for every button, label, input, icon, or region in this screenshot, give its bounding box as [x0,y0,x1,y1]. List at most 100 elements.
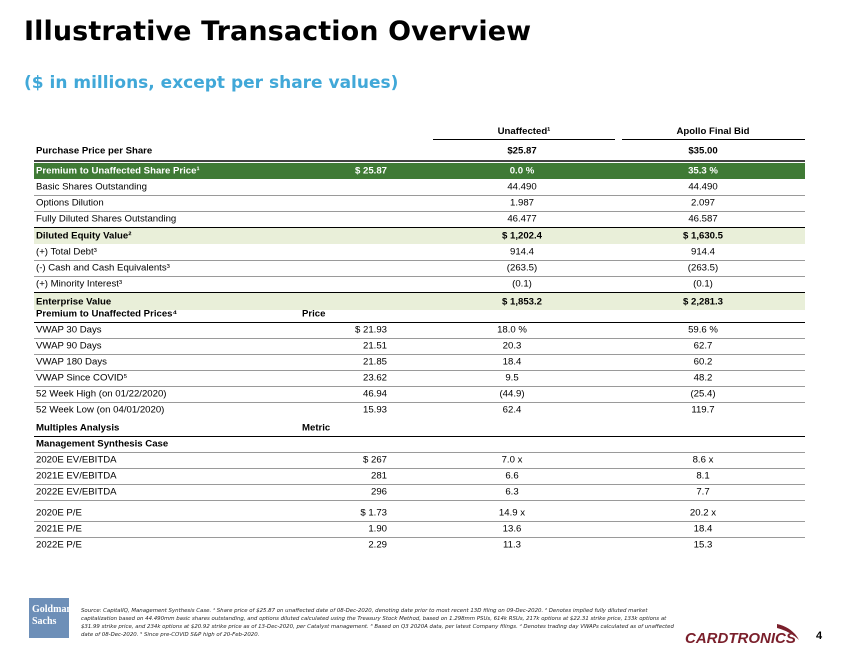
row-label: (-) Cash and Cash Equivalents³ [36,262,170,274]
unaffected-value: (263.5) [506,262,538,274]
cardtronics-logo: CARDTRONICS [685,624,799,647]
unaffected-value: 11.3 [503,539,521,551]
apollo-value: 914.4 [690,246,715,258]
metric-value: 281 [370,470,387,482]
unaffected-value: 46.477 [507,213,537,225]
section-heading: Multiples Analysis [36,422,120,434]
table-row: 2020E P/E $ 1.73 14.9 x 20.2 x [34,505,805,522]
section-divider [34,160,805,162]
unaffected-value: 14.9 x [498,507,526,519]
page-title: Illustrative Transaction Overview [24,16,532,47]
apollo-value: 8.1 [696,470,710,482]
apollo-value: (25.4) [690,388,716,400]
table-row: 2021E EV/EBITDA 281 6.6 8.1 [34,468,805,485]
unaffected-value: 7.0 x [501,454,523,466]
table-row: VWAP 30 Days $ 21.93 18.0 % 59.6 % [34,322,805,339]
row-label: Basic Shares Outstanding [36,181,147,193]
apollo-value: 44.490 [688,181,718,193]
column-header-rule [433,139,615,140]
table-row: 52 Week Low (on 04/01/2020) 15.93 62.4 119.… [34,402,805,418]
row-label: 2020E P/E [36,507,82,519]
apollo-value: 8.6 x [692,454,714,466]
apollo-value: 7.7 [696,486,710,498]
enterprise-value-row: Enterprise Value $ 1,853.2 $ 2,281.3 [34,292,805,310]
unaffected-value: 20.3 [502,340,522,352]
apollo-value: (263.5) [687,262,719,274]
unaffected-value: $ 1,202.4 [501,230,542,242]
unaffected-value: (44.9) [499,388,525,400]
source-footnote: Source: CapitalIQ, Management Synthesis … [81,608,674,638]
apollo-value: 119.7 [691,404,715,416]
apollo-value: $35.00 [688,145,718,157]
metric-value: $ 267 [362,454,387,466]
row-label: Enterprise Value [36,296,112,307]
row-label: (+) Minority Interest³ [36,278,123,290]
basic-shares-row: Basic Shares Outstanding 44.490 44.490 [34,179,805,196]
apollo-value: 15.3 [693,539,713,551]
unaffected-value: 18.4 [502,356,522,368]
row-label: (+) Total Debt³ [36,246,97,258]
page-subtitle: ($ in millions, except per share values) [24,73,399,93]
row-label: Purchase Price per Share [36,145,153,157]
apollo-value: 62.7 [693,340,713,352]
table-row: 52 Week High (on 01/22/2020) 46.94 (44.9) (… [34,386,805,403]
apollo-value: 48.2 [693,372,713,384]
row-label: VWAP Since COVID⁵ [36,372,128,384]
row-label: Fully Diluted Shares Outstanding [36,213,177,225]
apollo-value: $ 2,281.3 [682,296,723,307]
metric-value: 296 [370,486,387,498]
unaffected-value: 914.4 [509,246,534,258]
price-value: 15.93 [362,404,387,416]
goldman-sachs-logo: Goldman Sachs [29,598,72,638]
unaffected-value: 0.0 % [509,165,535,177]
apollo-value: 59.6 % [688,324,718,336]
cardtronics-swoosh-icon [777,624,799,640]
unaffected-value: 44.490 [507,181,537,193]
row-label: 2021E EV/EBITDA [36,470,117,482]
brand-wordmark: CARDTRONICS [685,630,796,647]
minority-interest-row: (+) Minority Interest³ (0.1) (0.1) [34,276,805,292]
unaffected-value: 9.5 [505,372,519,384]
price-value: 46.94 [362,388,387,400]
unaffected-value: 6.3 [505,486,519,498]
row-label: VWAP 30 Days [36,324,102,336]
section-divider [34,500,805,501]
multiples-header-row: Multiples Analysis Metric [34,420,805,437]
apollo-value: 35.3 % [688,165,718,177]
unaffected-value: 18.0 % [497,324,527,336]
metric-value: 1.90 [368,523,387,535]
section-heading: Premium to Unaffected Prices⁴ [36,308,178,320]
column-header-rule [622,139,805,140]
price-value: $ 21.93 [354,324,387,336]
unaffected-value: $25.87 [507,145,537,157]
price-value: 23.62 [362,372,387,384]
unaffected-value: 13.6 [502,523,522,535]
apollo-value: 2.097 [690,197,715,209]
row-label: VWAP 90 Days [36,340,102,352]
row-label: Options Dilution [36,197,104,209]
unaffected-value: 6.6 [505,470,519,482]
price-column-heading: Price [302,308,326,320]
metric-value: 2.29 [368,539,387,551]
table-row: VWAP Since COVID⁵ 23.62 9.5 48.2 [34,370,805,387]
table-row: 2020E EV/EBITDA $ 267 7.0 x 8.6 x [34,452,805,469]
row-label: Premium to Unaffected Share Price¹ [36,165,200,177]
table-row: 2022E EV/EBITDA 296 6.3 7.7 [34,484,805,500]
premiums-header-row: Premium to Unaffected Prices⁴ Price [34,306,805,323]
row-label: Diluted Equity Value² [36,230,132,242]
unaffected-value: 62.4 [502,404,522,416]
diluted-equity-row: Diluted Equity Value² $ 1,202.4 $ 1,630.… [34,227,805,244]
row-label: 52 Week High (on 01/22/2020) [36,388,167,400]
row-label: 2020E EV/EBITDA [36,454,117,466]
apollo-value: 60.2 [693,356,713,368]
total-debt-row: (+) Total Debt³ 914.4 914.4 [34,244,805,261]
options-dilution-row: Options Dilution 1.987 2.097 [34,195,805,212]
metric-column-heading: Metric [302,422,331,434]
column-header-unaffected: Unaffected¹ [497,126,551,137]
apollo-value: $ 1,630.5 [682,230,723,242]
table-row: 2021E P/E 1.90 13.6 18.4 [34,521,805,538]
row-label: 2022E EV/EBITDA [36,486,117,498]
apollo-value: 18.4 [693,523,713,535]
table-row: VWAP 90 Days 21.51 20.3 62.7 [34,338,805,355]
table-row: VWAP 180 Days 21.85 18.4 60.2 [34,354,805,371]
